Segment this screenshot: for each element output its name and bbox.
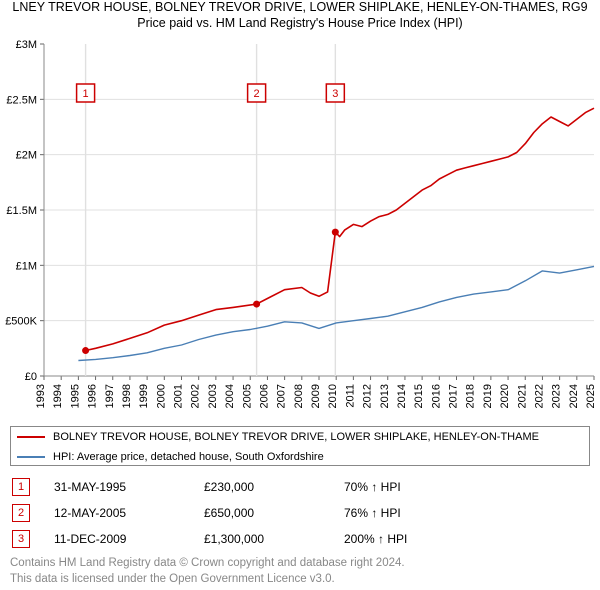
svg-text:1999: 1999 bbox=[138, 384, 150, 408]
svg-text:2003: 2003 bbox=[207, 384, 219, 408]
sale-marker-hpi: 70% ↑ HPI bbox=[344, 480, 484, 494]
sale-marker-date: 31-MAY-1995 bbox=[54, 480, 204, 494]
sale-markers-table: 1 31-MAY-1995 £230,000 70% ↑ HPI 2 12-MA… bbox=[10, 474, 590, 552]
svg-text:2005: 2005 bbox=[241, 384, 253, 408]
svg-text:2013: 2013 bbox=[379, 384, 391, 408]
legend-swatch-property bbox=[17, 436, 45, 438]
svg-text:1993: 1993 bbox=[35, 384, 47, 408]
svg-text:1996: 1996 bbox=[87, 384, 99, 408]
svg-text:£3M: £3M bbox=[16, 39, 37, 51]
svg-text:£1M: £1M bbox=[16, 260, 37, 272]
price-chart: £0 £500K £1M £1.5M £2M £2.5M £3M 1993 1994 1995 19… bbox=[0, 38, 600, 418]
sale-marker-box: 3 bbox=[12, 530, 30, 548]
svg-text:£500K: £500K bbox=[5, 316, 37, 328]
sale-marker-row: 3 11-DEC-2009 £1,300,000 200% ↑ HPI bbox=[10, 526, 590, 552]
attribution: Contains HM Land Registry data © Crown c… bbox=[10, 556, 590, 587]
sale-marker-row: 2 12-MAY-2005 £650,000 76% ↑ HPI bbox=[10, 500, 590, 526]
svg-text:2001: 2001 bbox=[173, 384, 185, 408]
svg-text:2011: 2011 bbox=[344, 384, 356, 408]
svg-text:2012: 2012 bbox=[362, 384, 374, 408]
legend-label-property: BOLNEY TREVOR HOUSE, BOLNEY TREVOR DRIVE… bbox=[53, 427, 539, 447]
svg-text:1: 1 bbox=[83, 88, 89, 100]
sale-marker-hpi: 200% ↑ HPI bbox=[344, 532, 484, 546]
sale-marker-price: £230,000 bbox=[204, 480, 344, 494]
legend-swatch-hpi bbox=[17, 456, 45, 458]
svg-text:3: 3 bbox=[332, 88, 338, 100]
svg-text:2009: 2009 bbox=[310, 384, 322, 408]
svg-text:1998: 1998 bbox=[121, 384, 133, 408]
svg-text:2002: 2002 bbox=[190, 384, 202, 408]
chart-title-line1: LNEY TREVOR HOUSE, BOLNEY TREVOR DRIVE, … bbox=[0, 0, 600, 14]
chart-title-line2: Price paid vs. HM Land Registry's House … bbox=[0, 16, 600, 30]
svg-text:2018: 2018 bbox=[465, 384, 477, 408]
svg-text:2007: 2007 bbox=[276, 384, 288, 408]
sale-marker-date: 11-DEC-2009 bbox=[54, 532, 204, 546]
svg-text:2014: 2014 bbox=[396, 384, 408, 408]
legend-label-hpi: HPI: Average price, detached house, Sout… bbox=[53, 447, 324, 466]
svg-text:1994: 1994 bbox=[52, 384, 64, 408]
svg-text:2022: 2022 bbox=[533, 384, 545, 408]
svg-text:£0: £0 bbox=[25, 371, 37, 383]
svg-text:2: 2 bbox=[254, 88, 260, 100]
svg-text:2004: 2004 bbox=[224, 384, 236, 408]
sale-marker-hpi: 76% ↑ HPI bbox=[344, 506, 484, 520]
svg-text:2010: 2010 bbox=[327, 384, 339, 408]
legend-item-hpi: HPI: Average price, detached house, Sout… bbox=[11, 447, 589, 466]
svg-text:1995: 1995 bbox=[69, 384, 81, 408]
legend-item-property: BOLNEY TREVOR HOUSE, BOLNEY TREVOR DRIVE… bbox=[11, 427, 589, 447]
svg-text:2006: 2006 bbox=[258, 384, 270, 408]
svg-text:£1.5M: £1.5M bbox=[6, 205, 37, 217]
sale-marker-box: 1 bbox=[12, 478, 30, 496]
svg-text:1997: 1997 bbox=[104, 384, 116, 408]
attribution-line2: This data is licensed under the Open Gov… bbox=[10, 572, 590, 588]
sale-marker-date: 12-MAY-2005 bbox=[54, 506, 204, 520]
sale-marker-price: £1,300,000 bbox=[204, 532, 344, 546]
svg-text:2025: 2025 bbox=[585, 384, 597, 408]
svg-text:2000: 2000 bbox=[155, 384, 167, 408]
svg-text:£2M: £2M bbox=[16, 150, 37, 162]
svg-text:2016: 2016 bbox=[430, 384, 442, 408]
svg-text:2021: 2021 bbox=[516, 384, 528, 408]
attribution-line1: Contains HM Land Registry data © Crown c… bbox=[10, 556, 590, 572]
svg-text:2024: 2024 bbox=[568, 384, 580, 408]
svg-text:2017: 2017 bbox=[448, 384, 460, 408]
svg-text:2015: 2015 bbox=[413, 384, 425, 408]
svg-text:2008: 2008 bbox=[293, 384, 305, 408]
svg-text:2020: 2020 bbox=[499, 384, 511, 408]
sale-marker-price: £650,000 bbox=[204, 506, 344, 520]
legend: BOLNEY TREVOR HOUSE, BOLNEY TREVOR DRIVE… bbox=[10, 426, 590, 466]
sale-marker-row: 1 31-MAY-1995 £230,000 70% ↑ HPI bbox=[10, 474, 590, 500]
svg-text:2023: 2023 bbox=[551, 384, 563, 408]
sale-marker-box: 2 bbox=[12, 504, 30, 522]
svg-text:2019: 2019 bbox=[482, 384, 494, 408]
svg-text:£2.5M: £2.5M bbox=[6, 94, 37, 106]
